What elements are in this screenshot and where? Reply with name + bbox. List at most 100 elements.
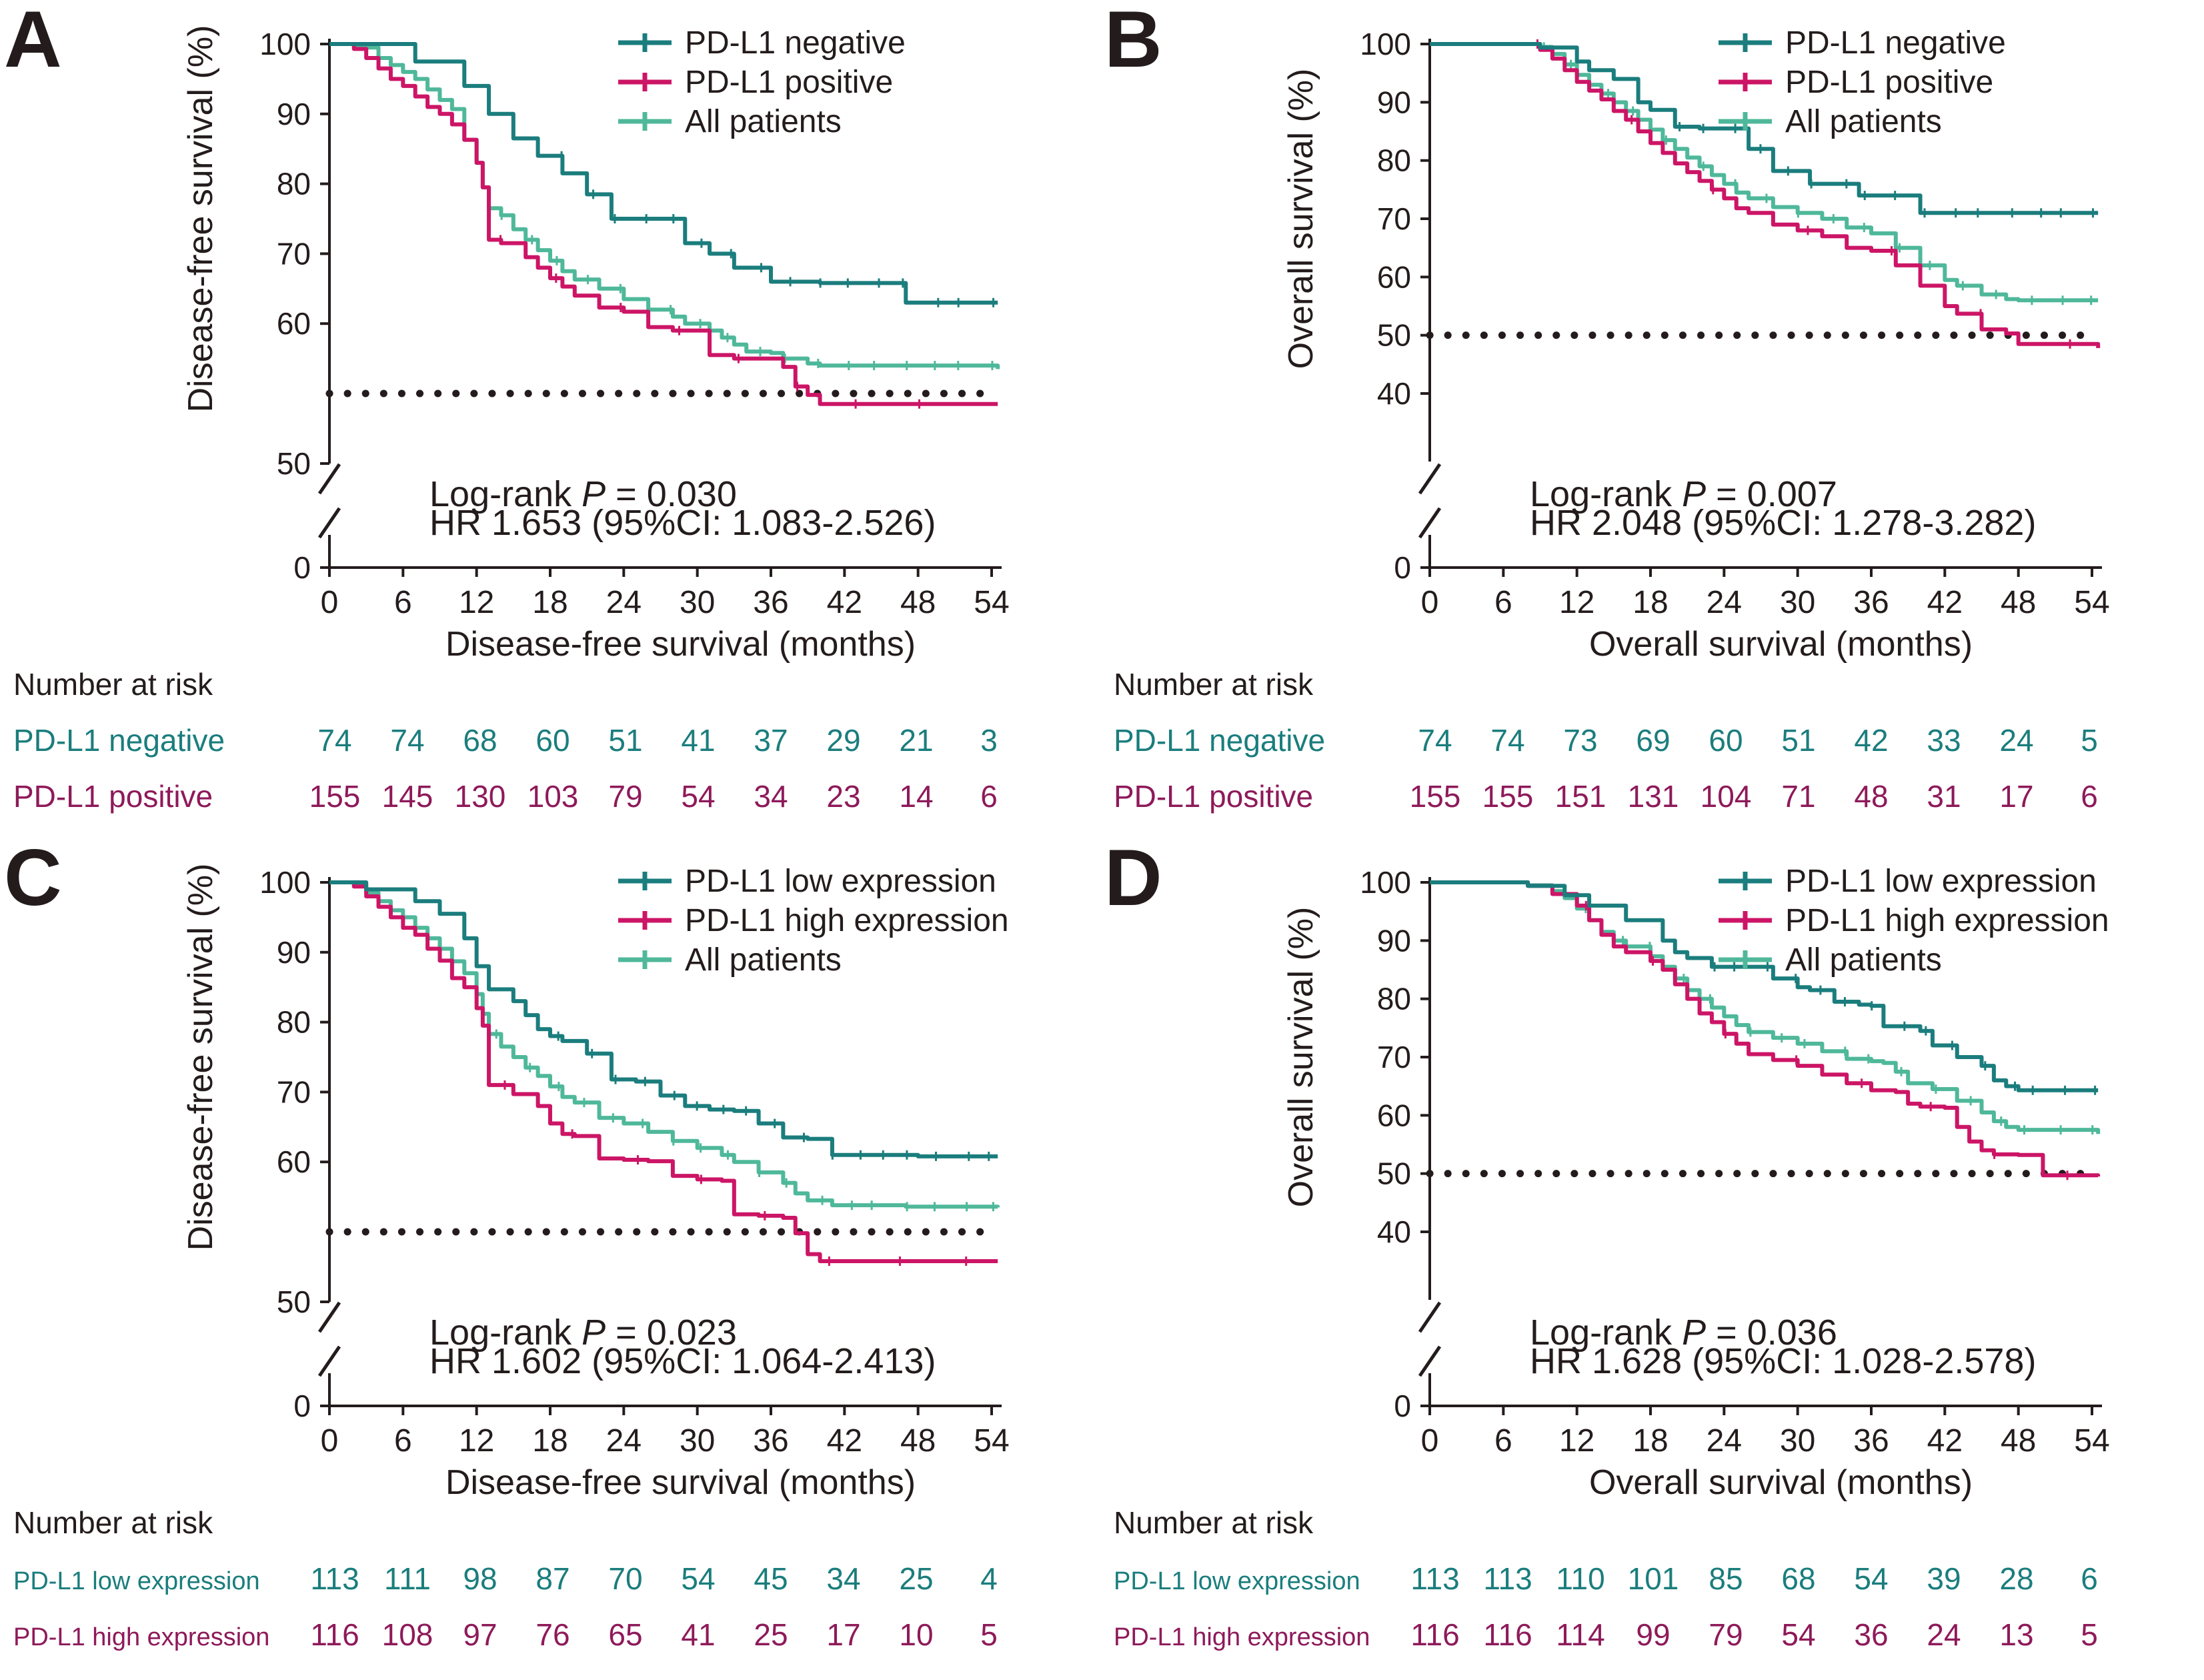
svg-text:98: 98 xyxy=(463,1561,497,1596)
svg-text:45: 45 xyxy=(754,1561,788,1596)
svg-text:12: 12 xyxy=(459,585,494,620)
svg-text:PD-L1 high expression: PD-L1 high expression xyxy=(1785,903,2109,938)
svg-text:54: 54 xyxy=(2074,585,2109,620)
svg-text:PD-L1 positive: PD-L1 positive xyxy=(1785,65,1993,100)
svg-text:60: 60 xyxy=(535,723,570,758)
svg-text:All patients: All patients xyxy=(1785,942,1942,978)
svg-text:70: 70 xyxy=(277,1074,311,1109)
svg-text:37: 37 xyxy=(754,723,788,758)
svg-text:73: 73 xyxy=(1563,723,1597,758)
svg-text:A: A xyxy=(4,0,62,84)
svg-text:All patients: All patients xyxy=(685,104,842,139)
svg-text:155: 155 xyxy=(1482,779,1534,814)
svg-text:90: 90 xyxy=(277,935,311,970)
svg-text:42: 42 xyxy=(1927,1423,1963,1459)
svg-text:30: 30 xyxy=(680,1423,715,1459)
svg-text:97: 97 xyxy=(463,1617,497,1652)
svg-text:5: 5 xyxy=(2081,723,2098,758)
svg-text:79: 79 xyxy=(608,779,642,814)
svg-text:110: 110 xyxy=(1556,1561,1604,1596)
svg-text:Number at risk: Number at risk xyxy=(13,1505,213,1540)
svg-text:113: 113 xyxy=(1483,1561,1532,1596)
svg-text:116: 116 xyxy=(1410,1617,1459,1652)
svg-text:103: 103 xyxy=(527,779,579,814)
svg-text:113: 113 xyxy=(310,1561,359,1596)
svg-text:41: 41 xyxy=(681,1617,715,1652)
svg-text:60: 60 xyxy=(1377,1098,1411,1132)
svg-text:21: 21 xyxy=(899,723,933,758)
svg-text:12: 12 xyxy=(459,1423,494,1459)
svg-text:0: 0 xyxy=(321,1423,339,1459)
svg-text:PD-L1 negative: PD-L1 negative xyxy=(1114,723,1325,758)
svg-text:HR 1.602 (95%CI: 1.064-2.413): HR 1.602 (95%CI: 1.064-2.413) xyxy=(429,1341,936,1381)
svg-text:79: 79 xyxy=(1709,1617,1743,1652)
svg-text:60: 60 xyxy=(277,306,311,341)
svg-text:50: 50 xyxy=(277,446,311,481)
svg-text:0: 0 xyxy=(321,585,339,620)
svg-text:30: 30 xyxy=(1780,1423,1815,1459)
svg-text:54: 54 xyxy=(1781,1617,1815,1652)
svg-text:145: 145 xyxy=(382,779,433,814)
svg-text:111: 111 xyxy=(384,1561,431,1596)
svg-text:25: 25 xyxy=(754,1617,788,1652)
svg-text:PD-L1 low expression: PD-L1 low expression xyxy=(1114,1567,1360,1595)
svg-text:18: 18 xyxy=(1632,1423,1668,1459)
svg-text:48: 48 xyxy=(2001,585,2036,620)
svg-text:155: 155 xyxy=(1410,779,1461,814)
svg-text:24: 24 xyxy=(1927,1617,1961,1652)
svg-text:54: 54 xyxy=(974,585,1009,620)
svg-text:40: 40 xyxy=(1377,1214,1411,1249)
svg-text:90: 90 xyxy=(277,97,311,131)
svg-text:All patients: All patients xyxy=(685,942,842,978)
svg-text:48: 48 xyxy=(2001,1423,2036,1459)
svg-text:104: 104 xyxy=(1701,779,1752,814)
svg-text:24: 24 xyxy=(606,585,642,620)
svg-text:10: 10 xyxy=(899,1617,933,1652)
svg-text:6: 6 xyxy=(394,585,412,620)
svg-text:18: 18 xyxy=(1632,585,1668,620)
svg-text:70: 70 xyxy=(1377,1040,1411,1074)
svg-text:36: 36 xyxy=(1854,1617,1888,1652)
svg-text:65: 65 xyxy=(608,1617,642,1652)
svg-text:151: 151 xyxy=(1555,779,1606,814)
svg-text:PD-L1 positive: PD-L1 positive xyxy=(1114,779,1313,814)
svg-text:39: 39 xyxy=(1927,1561,1961,1596)
svg-text:87: 87 xyxy=(535,1561,570,1596)
svg-text:4: 4 xyxy=(980,1561,998,1596)
svg-text:23: 23 xyxy=(826,779,860,814)
svg-text:PD-L1 low expression: PD-L1 low expression xyxy=(685,864,996,899)
svg-text:99: 99 xyxy=(1636,1617,1670,1652)
svg-text:51: 51 xyxy=(1781,723,1815,758)
svg-text:6: 6 xyxy=(394,1423,412,1459)
svg-text:Disease-free survival (months): Disease-free survival (months) xyxy=(445,625,916,664)
svg-text:100: 100 xyxy=(1360,865,1411,900)
svg-text:108: 108 xyxy=(382,1617,433,1652)
svg-text:33: 33 xyxy=(1927,723,1961,758)
svg-text:12: 12 xyxy=(1559,585,1594,620)
svg-text:HR 1.628 (95%CI: 1.028-2.578): HR 1.628 (95%CI: 1.028-2.578) xyxy=(1530,1341,2036,1381)
svg-text:0: 0 xyxy=(1394,1389,1411,1423)
svg-text:5: 5 xyxy=(980,1617,998,1652)
svg-text:5: 5 xyxy=(2081,1617,2098,1652)
svg-text:48: 48 xyxy=(900,1423,936,1459)
svg-text:24: 24 xyxy=(1707,1423,1742,1459)
svg-text:Overall survival (months): Overall survival (months) xyxy=(1589,625,1973,664)
svg-text:0: 0 xyxy=(1421,1423,1439,1459)
svg-text:101: 101 xyxy=(1628,1561,1679,1596)
svg-text:Number at risk: Number at risk xyxy=(1114,667,1314,702)
svg-text:6: 6 xyxy=(1494,585,1512,620)
svg-text:30: 30 xyxy=(680,585,715,620)
svg-text:42: 42 xyxy=(827,585,862,620)
svg-text:113: 113 xyxy=(1410,1561,1459,1596)
svg-text:34: 34 xyxy=(826,1561,860,1596)
svg-text:74: 74 xyxy=(1490,723,1524,758)
svg-text:HR 2.048 (95%CI: 1.278-3.282): HR 2.048 (95%CI: 1.278-3.282) xyxy=(1530,503,2036,543)
svg-text:48: 48 xyxy=(1854,779,1888,814)
svg-text:69: 69 xyxy=(1636,723,1670,758)
svg-text:Overall survival (%): Overall survival (%) xyxy=(1282,907,1320,1208)
svg-text:70: 70 xyxy=(1377,201,1411,236)
svg-text:50: 50 xyxy=(1377,318,1411,353)
svg-text:24: 24 xyxy=(1707,585,1742,620)
svg-text:PD-L1 low expression: PD-L1 low expression xyxy=(13,1567,260,1595)
svg-text:41: 41 xyxy=(681,723,715,758)
